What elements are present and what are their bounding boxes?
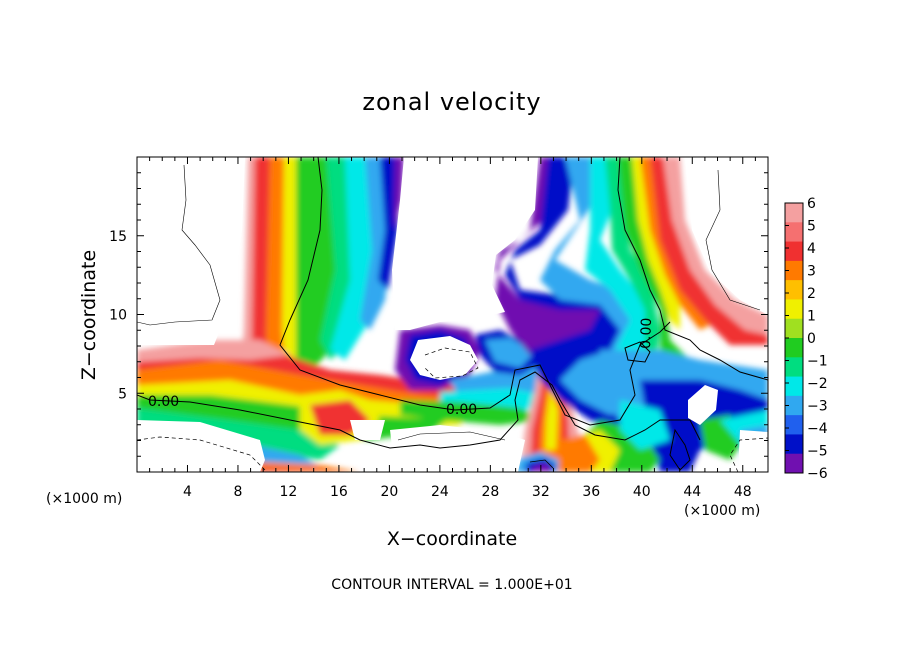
colorbar-swatch <box>785 222 803 243</box>
center-green <box>400 400 545 425</box>
y-tick-label: 15 <box>109 229 127 245</box>
colorbar-label: 6 <box>807 196 816 212</box>
colorbar: 6 5 4 3 2 1 0 −1 −2 −3 −4 −5 −6 <box>784 196 828 482</box>
colorbar-label: 5 <box>807 219 816 235</box>
colorbar-label: 2 <box>807 286 816 302</box>
colorbar-label: 3 <box>807 264 816 280</box>
colorbar-swatch <box>785 395 803 416</box>
plume-left-violet <box>394 157 404 230</box>
x-tick-label: 12 <box>280 484 298 500</box>
contour-thin-left <box>137 164 221 326</box>
plume-right-aqua <box>605 157 660 370</box>
colorbar-swatch <box>785 318 803 339</box>
spire-yellow <box>545 390 558 450</box>
x-unit-label-left: (×1000 m) <box>46 491 123 507</box>
colorbar-swatch <box>785 299 803 320</box>
x-tick-label: 20 <box>380 484 398 500</box>
colorbar-swatch <box>785 453 803 474</box>
colorbar-label: 0 <box>807 331 816 347</box>
chart-title: zonal velocity <box>362 88 542 116</box>
colorbar-label: −6 <box>807 466 828 482</box>
colorbar-swatch <box>785 203 803 223</box>
colorbar-label: −4 <box>807 421 828 437</box>
right-low-orange <box>558 435 600 472</box>
colorbar-label: −1 <box>807 354 828 370</box>
colorbar-label: 4 <box>807 241 816 257</box>
contour-dashed-center <box>424 347 479 379</box>
contour-interval-note: CONTOUR INTERVAL = 1.000E+01 <box>331 577 573 593</box>
y-tick-label: 5 <box>118 386 127 402</box>
white-right-hole <box>688 385 718 425</box>
pink-strip <box>137 340 290 362</box>
colorbar-label: 1 <box>807 309 816 325</box>
y-axis: 5 10 15 <box>109 172 768 457</box>
x-tick-label: 36 <box>582 484 600 500</box>
x-tick-label: 44 <box>683 484 701 500</box>
x-tick-label: 8 <box>233 484 242 500</box>
plume-right-cyan <box>585 157 650 380</box>
white-bottom-center <box>390 425 525 472</box>
contour-zero-bottom <box>669 428 691 471</box>
contour-label-center: 0.00 <box>446 402 477 418</box>
colorbar-swatch <box>785 357 803 378</box>
x-axis: 4 8 12 16 20 24 28 32 36 40 44 48 <box>149 157 756 500</box>
contour-label-left: 0.00 <box>148 394 179 410</box>
white-bottom-left <box>137 420 265 472</box>
x-unit-label-right: (×1000 m) <box>684 503 761 519</box>
white-center-loop <box>410 336 478 380</box>
colorbar-swatch <box>785 415 803 435</box>
colorbar-swatch <box>785 260 803 281</box>
colorbar-swatch <box>785 434 803 455</box>
x-tick-label: 40 <box>633 484 651 500</box>
white-top-right <box>685 157 768 315</box>
colorbar-label: −5 <box>807 444 828 460</box>
x-tick-label: 28 <box>481 484 499 500</box>
x-tick-label: 24 <box>431 484 449 500</box>
colorbar-label: −3 <box>807 399 828 415</box>
contour-thin-right <box>705 169 761 311</box>
velocity-field <box>137 157 768 472</box>
contour-zero-main <box>137 371 701 449</box>
plume-left-navy <box>378 157 400 290</box>
contour-zero-right <box>617 157 768 381</box>
contour-zero-pocket <box>624 341 651 363</box>
x-tick-label: 48 <box>734 484 752 500</box>
colorbar-label: −2 <box>807 376 828 392</box>
contour-dashed-right <box>729 437 768 472</box>
white-top-left <box>137 157 245 345</box>
contour-thin-bottom <box>397 431 506 441</box>
x-axis-label: X−coordinate <box>386 528 518 550</box>
contour-label-right: 0.00 <box>638 317 655 349</box>
colorbar-swatch <box>785 338 803 358</box>
bottom-core-violet <box>532 464 552 472</box>
colorbar-swatch <box>785 280 803 300</box>
colorbar-swatch <box>785 241 803 262</box>
contour-zero-plume <box>279 157 671 426</box>
white-lower-hole <box>350 420 385 440</box>
x-tick-label: 4 <box>183 484 192 500</box>
right-low-cyan <box>620 400 670 450</box>
plume-right-yellow <box>632 157 680 330</box>
contour-core <box>529 459 554 469</box>
white-bottom-right-inlet <box>738 430 768 472</box>
contour-dashed-left <box>137 436 266 471</box>
plume-right-pink <box>663 157 768 335</box>
y-tick-label: 10 <box>109 308 127 324</box>
x-tick-label: 16 <box>330 484 348 500</box>
white-top-center <box>392 157 538 330</box>
colorbar-swatch <box>785 376 803 397</box>
x-tick-label: 32 <box>532 484 550 500</box>
